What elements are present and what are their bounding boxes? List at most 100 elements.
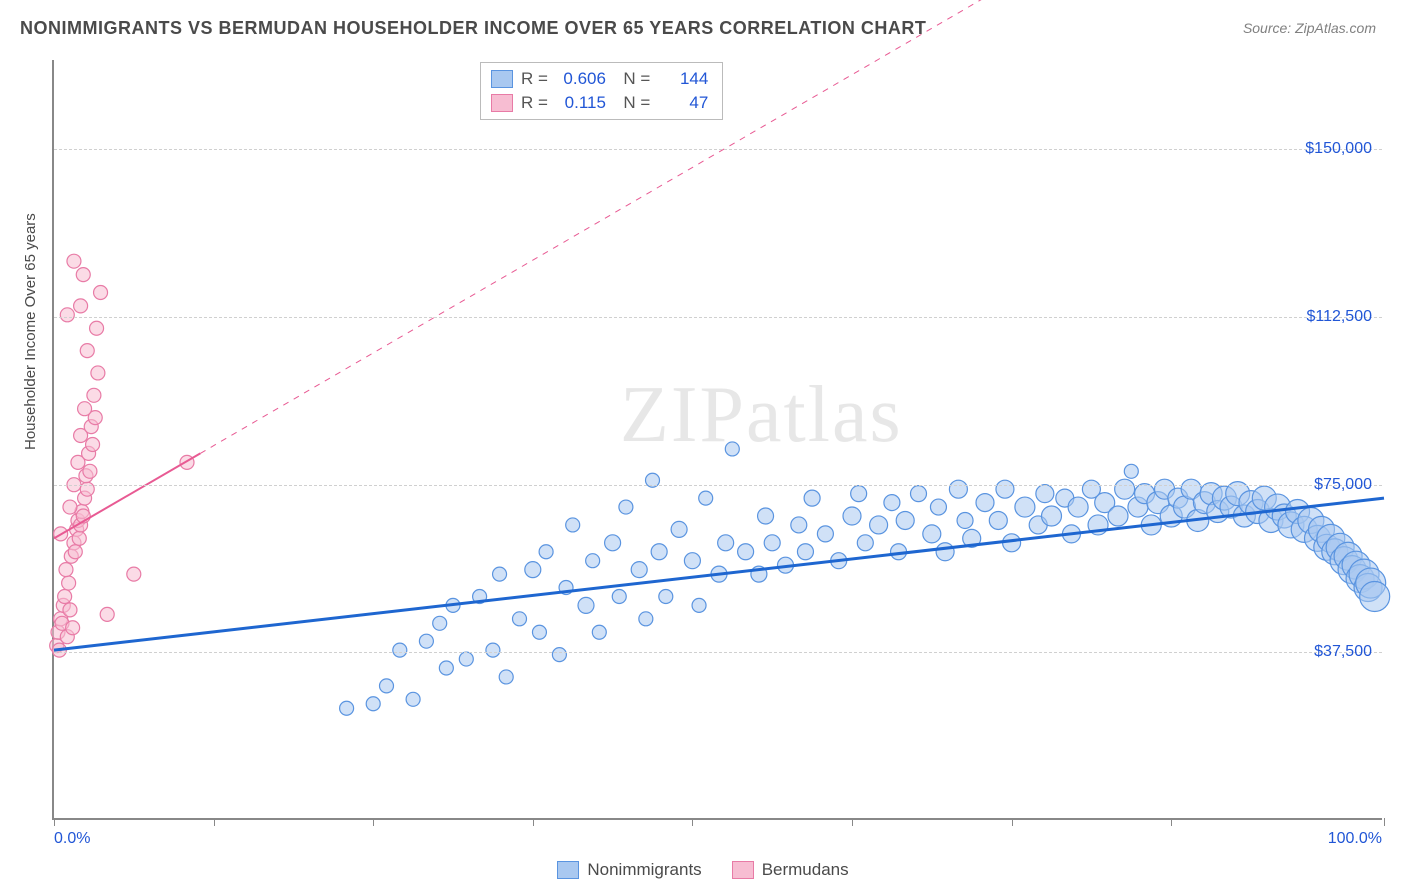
data-point <box>90 321 104 335</box>
data-point <box>63 500 77 514</box>
data-point <box>532 625 546 639</box>
data-point <box>539 545 553 559</box>
legend-item-blue: Nonimmigrants <box>557 860 701 880</box>
xtick <box>54 818 55 826</box>
data-point <box>725 442 739 456</box>
r-value-pink: 0.115 <box>556 93 606 113</box>
legend-label-pink: Bermudans <box>762 860 849 880</box>
data-point <box>74 299 88 313</box>
data-point <box>486 643 500 657</box>
n-value-pink: 47 <box>658 93 708 113</box>
trend-line <box>54 498 1384 650</box>
xtick-label-left: 0.0% <box>54 830 90 848</box>
ytick-label: $112,500 <box>1306 308 1372 326</box>
data-point <box>340 701 354 715</box>
data-point <box>659 589 673 603</box>
data-point <box>1042 506 1062 526</box>
data-point <box>393 643 407 657</box>
data-point <box>67 254 81 268</box>
r-value-blue: 0.606 <box>556 69 606 89</box>
data-point <box>406 692 420 706</box>
data-point <box>58 589 72 603</box>
data-point <box>72 531 86 545</box>
data-point <box>911 486 927 502</box>
data-point <box>631 562 647 578</box>
r-label: R = <box>521 93 548 113</box>
stats-row-blue: R = 0.606 N = 144 <box>491 67 708 91</box>
data-point <box>639 612 653 626</box>
ytick-label: $75,000 <box>1314 476 1372 494</box>
data-point <box>366 697 380 711</box>
data-point <box>62 576 76 590</box>
n-label: N = <box>614 69 650 89</box>
legend-label-blue: Nonimmigrants <box>587 860 701 880</box>
n-value-blue: 144 <box>658 69 708 89</box>
ytick-label: $150,000 <box>1305 140 1372 158</box>
data-point <box>513 612 527 626</box>
r-label: R = <box>521 69 548 89</box>
data-point <box>1015 497 1035 517</box>
data-point <box>83 464 97 478</box>
data-point <box>923 525 941 543</box>
data-point <box>692 598 706 612</box>
data-point <box>80 344 94 358</box>
data-point <box>699 491 713 505</box>
data-point <box>100 607 114 621</box>
data-point <box>764 535 780 551</box>
ytick-label: $37,500 <box>1314 643 1372 661</box>
xtick <box>214 818 215 826</box>
data-point <box>936 543 954 561</box>
data-point <box>817 526 833 542</box>
gridline <box>54 317 1382 318</box>
data-point <box>459 652 473 666</box>
chart-title: NONIMMIGRANTS VS BERMUDAN HOUSEHOLDER IN… <box>20 18 926 39</box>
xtick-label-right: 100.0% <box>1328 830 1382 848</box>
data-point <box>957 512 973 528</box>
swatch-pink <box>732 861 754 879</box>
data-point <box>1115 479 1135 499</box>
data-point <box>76 268 90 282</box>
data-point <box>612 589 626 603</box>
data-point <box>499 670 513 684</box>
xtick <box>1384 818 1385 826</box>
data-point <box>758 508 774 524</box>
data-point <box>380 679 394 693</box>
data-point <box>586 554 600 568</box>
data-point <box>1108 506 1128 526</box>
data-point <box>439 661 453 675</box>
data-point <box>578 597 594 613</box>
data-point <box>671 521 687 537</box>
data-point <box>63 603 77 617</box>
xtick <box>1012 818 1013 826</box>
data-point <box>78 402 92 416</box>
data-point <box>68 545 82 559</box>
data-point <box>619 500 633 514</box>
data-point <box>493 567 507 581</box>
swatch-pink <box>491 94 513 112</box>
data-point <box>996 480 1014 498</box>
data-point <box>843 507 861 525</box>
data-point <box>884 495 900 511</box>
xtick <box>533 818 534 826</box>
data-point <box>592 625 606 639</box>
data-point <box>91 366 105 380</box>
data-point <box>86 437 100 451</box>
xtick <box>373 818 374 826</box>
data-point <box>605 535 621 551</box>
data-point <box>857 535 873 551</box>
plot-area: $37,500$75,000$112,500$150,0000.0%100.0% <box>52 60 1382 820</box>
data-point <box>1036 485 1054 503</box>
xtick <box>852 818 853 826</box>
data-point <box>989 511 1007 529</box>
swatch-blue <box>557 861 579 879</box>
chart-svg <box>54 60 1382 818</box>
data-point <box>87 388 101 402</box>
data-point <box>1360 581 1390 611</box>
data-point <box>127 567 141 581</box>
n-label: N = <box>614 93 650 113</box>
data-point <box>60 308 74 322</box>
data-point <box>896 511 914 529</box>
data-point <box>66 621 80 635</box>
data-point <box>419 634 433 648</box>
data-point <box>949 480 967 498</box>
